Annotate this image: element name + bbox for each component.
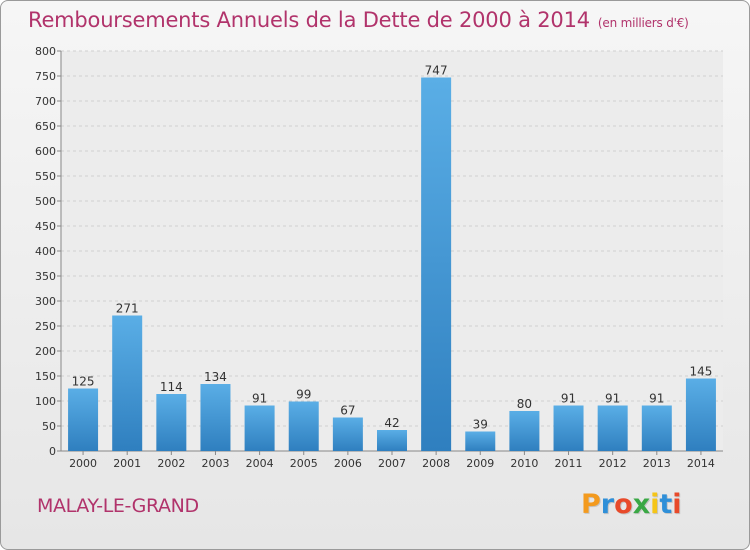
bar [332,417,363,451]
x-tick-label: 2012 [599,457,627,470]
bar [553,405,584,451]
x-tick-label: 2014 [687,457,715,470]
bar-value-label: 91 [561,392,576,406]
y-tick-label: 300 [35,295,56,308]
y-tick-label: 0 [49,445,56,458]
logo-letter: i [672,489,682,520]
logo-letter: o [614,489,633,520]
city-name: MALAY-LE-GRAND [37,495,199,517]
bar [200,384,231,451]
y-tick-label: 750 [35,70,56,83]
logo-letter: P [581,489,601,520]
bar [685,378,716,451]
y-tick-label: 400 [35,245,56,258]
x-tick-label: 2000 [69,457,97,470]
data-labels: 125 271 114 134 91 99 67 42 747 39 80 91 91 91 145 [72,64,713,432]
y-tick-label: 650 [35,120,56,133]
x-tick-label: 2005 [290,457,318,470]
bar [641,405,672,451]
x-tick-label: 2008 [422,457,450,470]
bar-value-label: 91 [649,392,664,406]
bar [244,405,275,451]
bar [509,411,540,451]
y-tick-label: 800 [35,45,56,58]
proxiti-logo: Proxiti [581,489,682,520]
x-tick-label: 2004 [246,457,274,470]
bar-value-label: 145 [689,365,712,379]
y-tick-label: 350 [35,270,56,283]
x-tick-label: 2001 [113,457,141,470]
y-tick-label: 450 [35,220,56,233]
axes: 0 50 100 150 200 250 300 350 400 450 500 550 600 650 7… [35,45,723,470]
bar [421,77,452,451]
y-tick-label: 500 [35,195,56,208]
y-tick-label: 250 [35,320,56,333]
bar-value-label: 39 [473,418,488,432]
bar-value-label: 747 [425,64,448,78]
logo-letter: x [632,489,651,520]
x-tick-label: 2007 [378,457,406,470]
bar-value-label: 271 [116,302,139,316]
y-tick-label: 100 [35,395,56,408]
y-tick-label: 150 [35,370,56,383]
title-text: Remboursements Annuels de la Dette de 20… [28,8,590,32]
bar [465,431,496,451]
y-tick-label: 550 [35,170,56,183]
unit-subtitle: (en milliers d'€) [597,16,689,30]
logo-letter: i [650,489,660,520]
logo-letter: r [600,489,615,520]
x-tick-label: 2006 [334,457,362,470]
bars [68,77,716,451]
bar [68,388,99,451]
bar-value-label: 125 [72,375,95,389]
bar [377,430,407,451]
x-tick-label: 2003 [201,457,229,470]
x-tick-label: 2013 [643,457,671,470]
y-tick-label: 50 [42,420,56,433]
bar [597,405,628,451]
grid-lines [61,50,723,452]
logo-letter: t [659,489,673,520]
y-tick-label: 600 [35,145,56,158]
bar-value-label: 134 [204,370,227,384]
bar-value-label: 99 [296,388,311,402]
bar-value-label: 114 [160,380,183,394]
chart-title: Remboursements Annuels de la Dette de 20… [28,8,689,32]
bar-value-label: 91 [605,392,620,406]
bar-value-label: 67 [340,404,355,418]
bar [156,394,187,451]
x-tick-label: 2011 [555,457,583,470]
x-tick-label: 2010 [510,457,538,470]
bar-value-label: 80 [517,397,532,411]
bar [288,401,319,451]
bar-value-label: 91 [252,392,267,406]
y-tick-label: 700 [35,95,56,108]
y-tick-label: 200 [35,345,56,358]
bar [112,315,143,451]
x-tick-label: 2009 [466,457,494,470]
bar-value-label: 42 [384,416,399,430]
x-tick-label: 2002 [157,457,185,470]
